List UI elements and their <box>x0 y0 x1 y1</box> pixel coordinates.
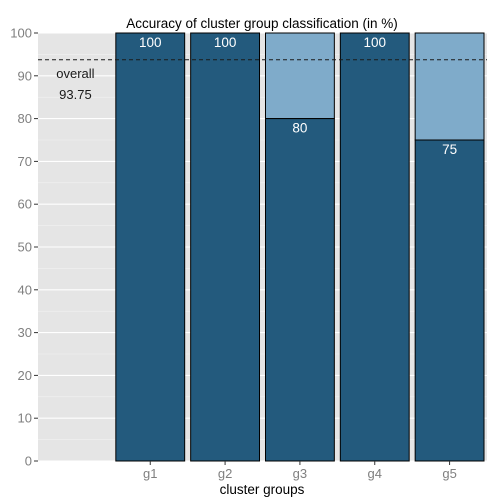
bars: 100 100 80 100 75 <box>115 32 485 462</box>
y-tick-label: 20 <box>18 368 32 383</box>
x-tick-label-g4: g4 <box>368 466 382 481</box>
bar-g5 <box>414 139 485 462</box>
y-tick-label: 90 <box>18 68 32 83</box>
y-tick-label: 30 <box>18 325 32 340</box>
y-tick-label: 10 <box>18 411 32 426</box>
y-tick-label: 70 <box>18 154 32 169</box>
y-axis-ticks: 0 10 20 30 40 50 60 70 80 90 100 <box>10 26 38 469</box>
bar-remainder-g5 <box>414 32 485 141</box>
overall-value-label: 93.75 <box>59 87 92 102</box>
y-tick-label: 100 <box>10 26 32 41</box>
chart-title: Accuracy of cluster group classification… <box>126 16 398 31</box>
bar-value-label-g3: 80 <box>292 121 307 136</box>
y-tick-label: 50 <box>18 240 32 255</box>
bar-g2 <box>190 32 261 462</box>
y-tick-label: 40 <box>18 282 32 297</box>
bar-g1 <box>115 32 186 462</box>
bar-value-label-g4: 100 <box>363 35 386 50</box>
x-axis-title: cluster groups <box>220 482 305 497</box>
y-tick-label: 60 <box>18 197 32 212</box>
bar-g3 <box>264 118 335 462</box>
y-tick-label: 80 <box>18 111 32 126</box>
bar-value-label-g5: 75 <box>442 142 457 157</box>
bar-value-label-g1: 100 <box>139 35 162 50</box>
overall-label: overall <box>56 66 94 81</box>
x-axis-ticks: g1 g2 g3 g4 g5 <box>143 461 457 481</box>
bar-remainder-g3 <box>264 32 335 120</box>
bar-value-label-g2: 100 <box>214 35 237 50</box>
x-tick-label-g2: g2 <box>218 466 232 481</box>
bar-g4 <box>339 32 410 462</box>
x-tick-label-g1: g1 <box>143 466 157 481</box>
x-tick-label-g3: g3 <box>293 466 307 481</box>
x-tick-label-g5: g5 <box>442 466 456 481</box>
y-tick-label: 0 <box>25 454 32 469</box>
